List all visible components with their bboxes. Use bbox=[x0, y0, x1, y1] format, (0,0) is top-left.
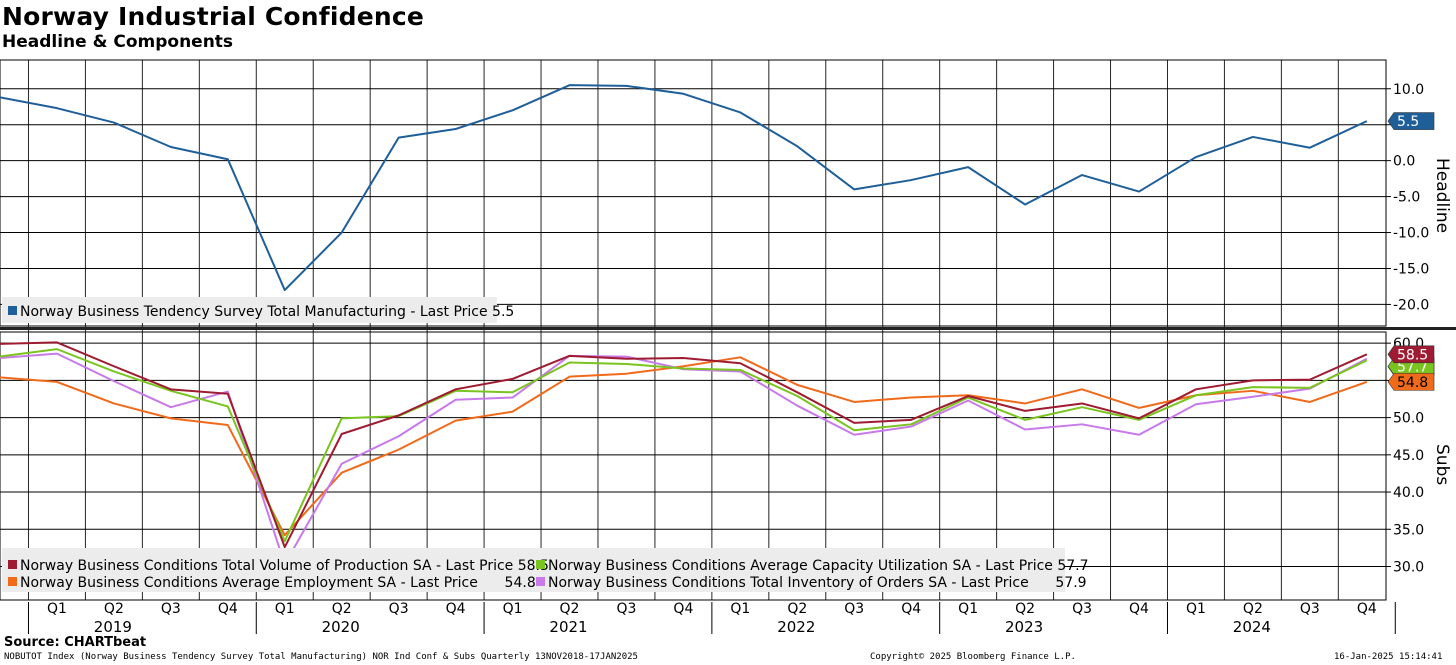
x-quarter-label: Q2 bbox=[332, 601, 352, 617]
footer-copyright: Copyright© 2025 Bloomberg Finance L.P. bbox=[870, 652, 1076, 662]
x-quarter-label: Q3 bbox=[389, 601, 409, 617]
legend-label-inventory: Norway Business Conditions Total Invento… bbox=[548, 575, 1087, 591]
series-employment-line bbox=[0, 356, 1368, 537]
legend-label-headline: Norway Business Tendency Survey Total Ma… bbox=[20, 304, 514, 320]
x-quarter-label: Q3 bbox=[1300, 601, 1320, 617]
capacity-last-tag-label: 57.7 bbox=[1397, 359, 1428, 375]
x-quarter-label: Q2 bbox=[104, 601, 124, 617]
legend-swatch-production bbox=[8, 560, 17, 569]
production-last-tag bbox=[1387, 345, 1435, 364]
x-quarter-label: Q3 bbox=[1072, 601, 1092, 617]
source-label: Source: CHARTbeat bbox=[4, 635, 147, 650]
legend-label-production: Norway Business Conditions Total Volume … bbox=[20, 558, 549, 574]
x-year-label: 2021 bbox=[549, 618, 587, 636]
headline-last-tag bbox=[1387, 112, 1435, 130]
x-quarter-label: Q4 bbox=[673, 601, 693, 617]
bottom-y-tick-label: 40.0 bbox=[1393, 485, 1424, 501]
bottom-y-tick-label: 30.0 bbox=[1393, 560, 1424, 576]
x-quarter-label: Q3 bbox=[844, 601, 864, 617]
top-y-tick-label: 0.0 bbox=[1393, 154, 1415, 170]
x-year-label: 2022 bbox=[777, 618, 815, 636]
x-quarter-label: Q3 bbox=[616, 601, 636, 617]
legend-swatch-inventory bbox=[536, 577, 545, 586]
top-panel-frame bbox=[0, 59, 1387, 327]
x-quarter-label: Q2 bbox=[787, 601, 807, 617]
top-y-tick-label: 10.0 bbox=[1393, 82, 1424, 98]
top-y-tick-label: -15.0 bbox=[1393, 261, 1429, 277]
x-quarter-label: Q4 bbox=[446, 601, 466, 617]
x-quarter-label: Q1 bbox=[503, 601, 523, 617]
legend-swatch-employment bbox=[8, 577, 17, 586]
legend-label-capacity: Norway Business Conditions Average Capac… bbox=[548, 558, 1089, 574]
top-y-axis-title: Headline bbox=[1432, 158, 1452, 233]
x-quarter-label: Q1 bbox=[958, 601, 978, 617]
x-quarter-label: Q4 bbox=[901, 601, 921, 617]
footer-ticker: NOBUTOT Index (Norway Business Tendency … bbox=[4, 652, 638, 662]
employment-last-tag bbox=[1387, 373, 1435, 391]
x-year-label: 2023 bbox=[1005, 618, 1043, 636]
top-legend-box bbox=[2, 297, 497, 323]
x-quarter-label: Q1 bbox=[47, 601, 67, 617]
series-capacity-line bbox=[0, 348, 1368, 543]
x-quarter-label: Q4 bbox=[1129, 601, 1149, 617]
x-quarter-label: Q2 bbox=[1243, 601, 1263, 617]
x-quarter-label: Q3 bbox=[161, 601, 181, 617]
chart-subtitle: Headline & Components bbox=[2, 32, 234, 52]
series-headline-line bbox=[0, 84, 1368, 292]
x-quarter-label: Q1 bbox=[275, 601, 295, 617]
bottom-y-tick-label: 45.0 bbox=[1393, 448, 1424, 464]
x-quarter-label: Q2 bbox=[560, 601, 580, 617]
x-year-label: 2020 bbox=[322, 618, 360, 636]
x-quarter-label: Q4 bbox=[1357, 601, 1377, 617]
bottom-y-axis-title: Subs bbox=[1432, 444, 1452, 485]
chart-title: Norway Industrial Confidence bbox=[2, 2, 425, 31]
legend-swatch-headline bbox=[8, 306, 17, 315]
x-quarter-label: Q2 bbox=[1015, 601, 1035, 617]
bottom-panel-frame bbox=[0, 331, 1387, 601]
top-y-tick-label: -20.0 bbox=[1393, 297, 1429, 313]
legend-swatch-capacity bbox=[536, 560, 545, 569]
x-year-label: 2019 bbox=[94, 618, 132, 636]
series-production-line bbox=[0, 341, 1368, 549]
x-quarter-label: Q1 bbox=[730, 601, 750, 617]
bottom-y-tick-label: 35.0 bbox=[1393, 522, 1424, 538]
headline-last-tag-label: 5.5 bbox=[1397, 114, 1419, 130]
x-year-label: 2024 bbox=[1233, 618, 1271, 636]
production-last-tag-label: 58.5 bbox=[1397, 347, 1428, 363]
x-quarter-label: Q1 bbox=[1186, 601, 1206, 617]
x-quarter-label: Q4 bbox=[218, 601, 238, 617]
bottom-y-tick-label: 50.0 bbox=[1393, 411, 1424, 427]
series-inventory-line bbox=[0, 352, 1368, 566]
top-y-tick-label: -5.0 bbox=[1393, 190, 1420, 206]
employment-last-tag-label: 54.8 bbox=[1397, 375, 1428, 391]
footer-timestamp: 16-Jan-2025 15:14:41 bbox=[1334, 652, 1443, 662]
legend-label-employment: Norway Business Conditions Average Emplo… bbox=[20, 575, 536, 591]
bottom-legend-box bbox=[2, 548, 1065, 592]
top-y-tick-label: -10.0 bbox=[1393, 226, 1429, 242]
